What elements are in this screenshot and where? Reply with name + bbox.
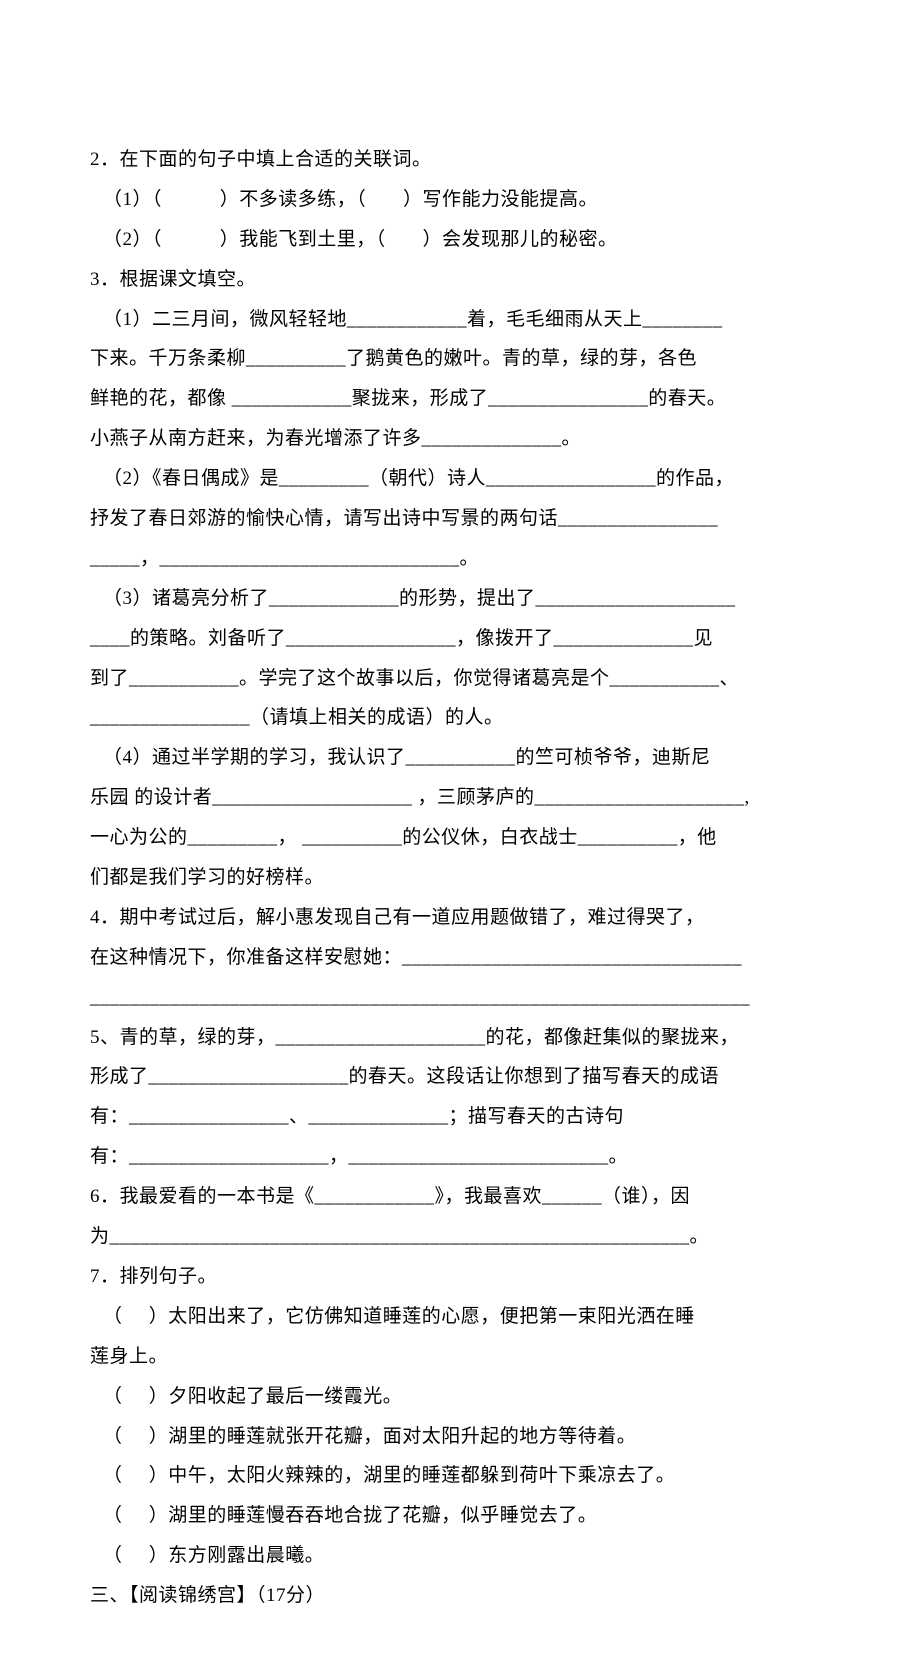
exam-document: 2．在下面的句子中填上合适的关联词。（1）（ ）不多读多练，（ ）写作能力没能提… [90,140,830,1616]
document-line: 有：____________________，_________________… [90,1137,830,1177]
document-line: （1）二三月间，微风轻轻地____________着，毛毛细雨从天上______… [90,300,830,340]
document-line: 莲身上。 [90,1337,830,1377]
document-line: （2）《春日偶成》是_________（朝代）诗人_______________… [90,459,830,499]
document-line: ____的策略。刘备听了_________________，像拨开了______… [90,619,830,659]
document-line: （1）（ ）不多读多练，（ ）写作能力没能提高。 [90,180,830,220]
document-line: 一心为公的_________， __________的公仪休，白衣战士_____… [90,818,830,858]
document-line: （ ）中午，太阳火辣辣的，湖里的睡莲都躲到荷叶下乘凉去了。 [90,1456,830,1496]
document-line: （4）通过半学期的学习，我认识了___________的竺可桢爷爷，迪斯尼 [90,738,830,778]
document-line: 7．排列句子。 [90,1257,830,1297]
document-line: 鲜艳的花，都像 ____________聚拢来，形成了_____________… [90,379,830,419]
document-line: ________________________________________… [90,978,830,1018]
document-line: 到了___________。学完了这个故事以后，你觉得诸葛亮是个________… [90,659,830,699]
document-line: （2）（ ）我能飞到土里，（ ）会发现那儿的秘密。 [90,220,830,260]
document-line: （ ）东方刚露出晨曦。 [90,1536,830,1576]
document-line: 2．在下面的句子中填上合适的关联词。 [90,140,830,180]
document-line: 下来。千万条柔柳__________了鹅黄色的嫩叶。青的草，绿的芽，各色 [90,339,830,379]
document-line: ________________（请填上相关的成语）的人。 [90,698,830,738]
document-line: 有：________________、______________；描写春天的古… [90,1097,830,1137]
document-line: 6．我最爱看的一本书是《____________》，我最喜欢______（谁），… [90,1177,830,1217]
document-line: 小燕子从南方赶来，为春光增添了许多______________。 [90,419,830,459]
document-line: （ ）湖里的睡莲就张开花瓣，面对太阳升起的地方等待着。 [90,1417,830,1457]
document-line: （ ）太阳出来了，它仿佛知道睡莲的心愿，便把第一束阳光洒在睡 [90,1297,830,1337]
document-line: 5、青的草，绿的芽，_____________________的花，都像赶集似的… [90,1018,830,1058]
document-line: 抒发了春日郊游的愉快心情，请写出诗中写景的两句话________________ [90,499,830,539]
document-line: 4．期中考试过后，解小惠发现自己有一道应用题做错了，难过得哭了， [90,898,830,938]
document-line: 们都是我们学习的好榜样。 [90,858,830,898]
document-line: 三、【阅读锦绣宫】（17分） [90,1576,830,1616]
document-line: （ ）夕阳收起了最后一缕霞光。 [90,1377,830,1417]
document-line: （ ）湖里的睡莲慢吞吞地合拢了花瓣，似乎睡觉去了。 [90,1496,830,1536]
document-line: 乐园 的设计者____________________ ，三顾茅庐的______… [90,778,830,818]
document-line: _____，______________________________。 [90,539,830,579]
document-line: 在这种情况下，你准备这样安慰她：________________________… [90,938,830,978]
document-line: （3）诸葛亮分析了_____________的形势，提出了___________… [90,579,830,619]
document-line: 形成了____________________的春天。这段话让你想到了描写春天的… [90,1057,830,1097]
document-line: 为_______________________________________… [90,1217,830,1257]
document-line: 3．根据课文填空。 [90,260,830,300]
